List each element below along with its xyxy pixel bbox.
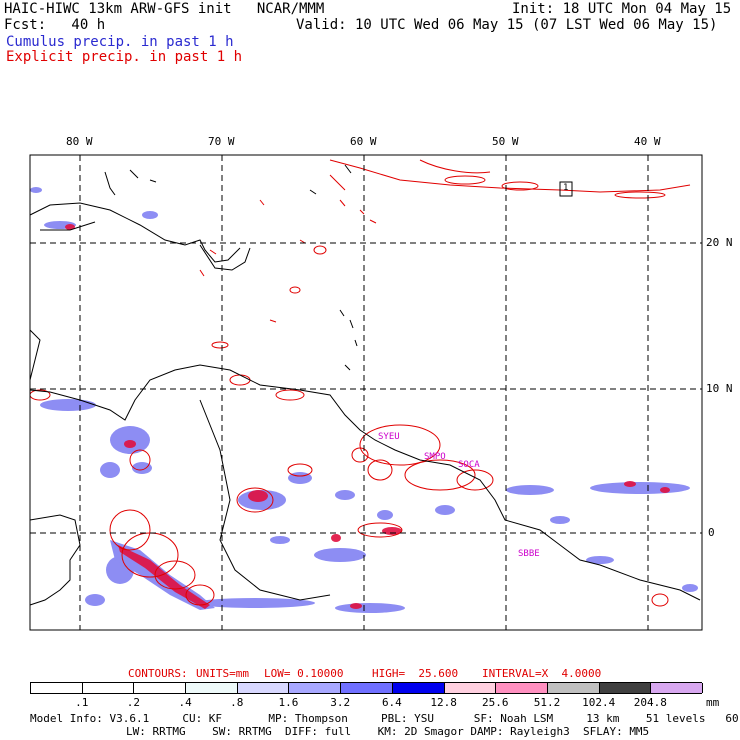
- station-sbbe: SBBE: [518, 550, 540, 559]
- station-soca: SOCA: [458, 461, 480, 470]
- colorbar-segment: [496, 683, 548, 693]
- colorbar-segment: [186, 683, 238, 693]
- colorbar-tick-label: 6.4: [382, 697, 402, 708]
- physics-info: LW: RRTMG SW: RRTMG DIFF: full KM: 2D Sm…: [126, 726, 649, 737]
- lon-label-50w: 50 W: [492, 136, 519, 147]
- model-info: Model Info: V3.6.1 CU: KF MP: Thompson P…: [30, 713, 740, 724]
- lon-label-80w: 80 W: [66, 136, 93, 147]
- lat-label-0: 0: [708, 527, 715, 538]
- colorbar-tick-label: .1: [75, 697, 88, 708]
- colorbar-segment: [289, 683, 341, 693]
- colorbar-tick-label: 3.2: [330, 697, 350, 708]
- contour-units: UNITS=mm: [196, 668, 249, 679]
- colorbar-segment: [31, 683, 83, 693]
- colorbar-tick-label: 25.6: [482, 697, 509, 708]
- colorbar-tick-label: 1.6: [279, 697, 299, 708]
- colorbar: [30, 682, 702, 694]
- colorbar-segment: [83, 683, 135, 693]
- station-smpo: SMPO: [424, 453, 446, 462]
- colorbar-tick-label: 12.8: [430, 697, 457, 708]
- explicit-contours: [30, 160, 690, 606]
- colorbar-tick-label: 51.2: [534, 697, 561, 708]
- colorbar-segment: [548, 683, 600, 693]
- lon-label-40w: 40 W: [634, 136, 661, 147]
- colorbar-tick-label: 102.4: [582, 697, 615, 708]
- colorbar-tick-label: .2: [127, 697, 140, 708]
- contour-interval: INTERVAL=X 4.0000: [482, 668, 601, 679]
- station-syeu: SYEU: [378, 433, 400, 442]
- colorbar-segment: [393, 683, 445, 693]
- colorbar-segment: [341, 683, 393, 693]
- explicit-precip-cores: [65, 224, 670, 609]
- colorbar-tick-label: .8: [230, 697, 243, 708]
- colorbar-units: mm: [706, 697, 719, 708]
- colorbar-tick-label: 204.8: [634, 697, 667, 708]
- contour-box-label: 1: [563, 184, 568, 193]
- contour-label: CONTOURS:: [128, 668, 188, 679]
- lat-label-10n: 10 N: [706, 383, 733, 394]
- colorbar-segment: [445, 683, 497, 693]
- colorbar-segment: [600, 683, 652, 693]
- colorbar-segment: [134, 683, 186, 693]
- lat-label-20n: 20 N: [706, 237, 733, 248]
- colorbar-tick-label: .4: [178, 697, 191, 708]
- contour-low: LOW= 0.10000: [264, 668, 343, 679]
- colorbar-segment: [651, 683, 703, 693]
- contour-high: HIGH= 25.600: [372, 668, 458, 679]
- lon-label-70w: 70 W: [208, 136, 235, 147]
- lon-label-60w: 60 W: [350, 136, 377, 147]
- precip-map: [0, 0, 740, 740]
- colorbar-segment: [238, 683, 290, 693]
